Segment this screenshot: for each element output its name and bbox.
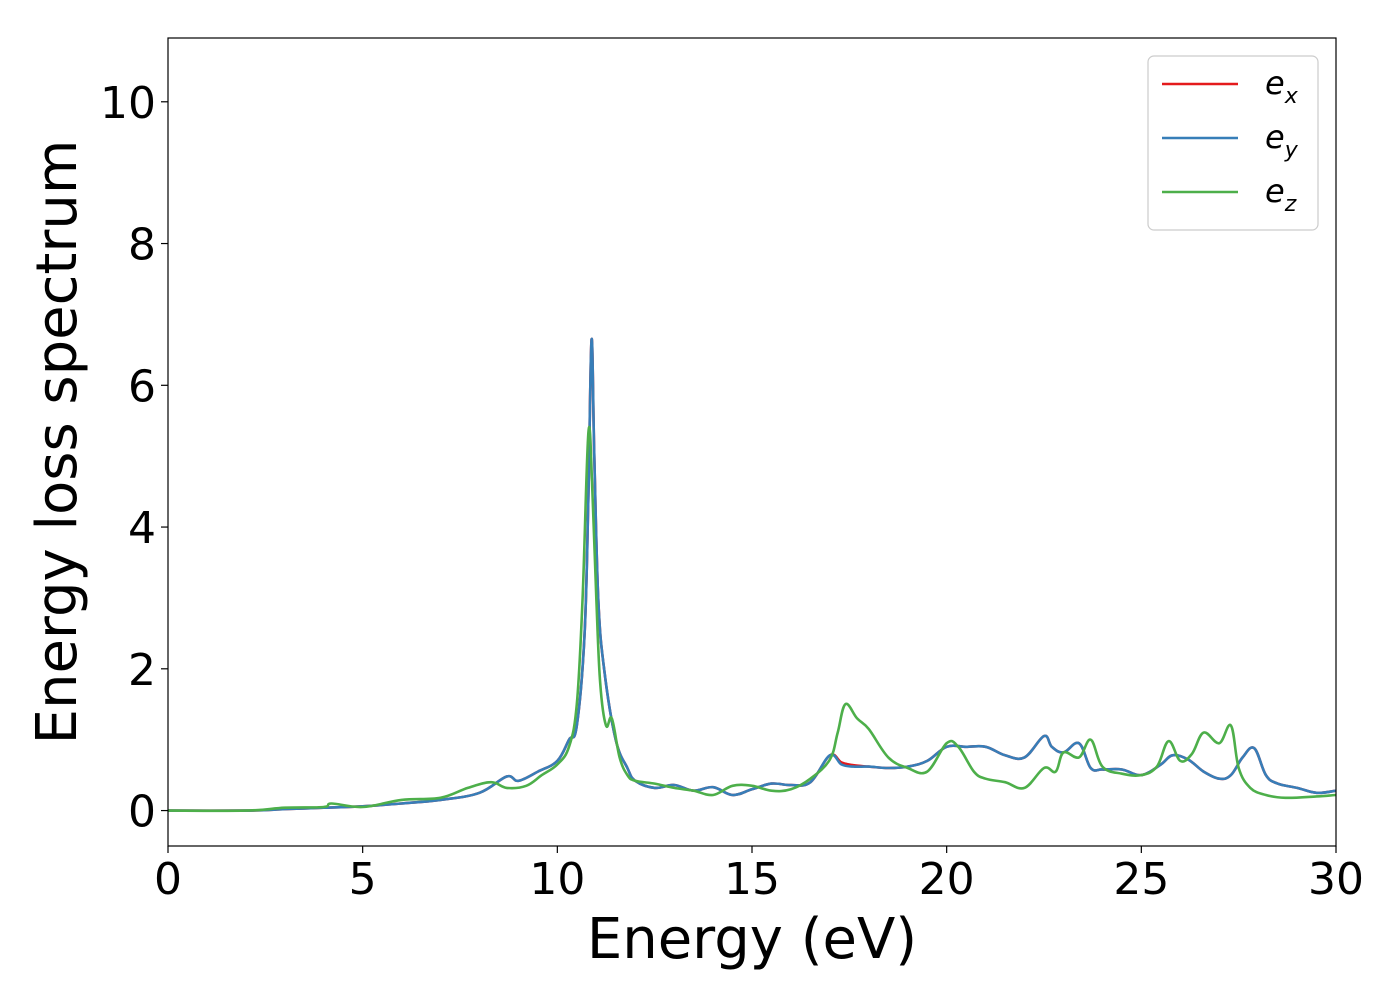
- x-tick-label: 15: [724, 854, 780, 905]
- series-line-y: [168, 337, 1336, 812]
- legend-box: [1147, 55, 1319, 231]
- x-tick-label: 0: [154, 854, 182, 905]
- x-tick-label: 25: [1113, 854, 1169, 905]
- legend-label-x: ex: [1265, 64, 1299, 109]
- x-axis-ticks: 0 5 10 15 20 25 30: [154, 846, 1364, 905]
- y-axis-ticks: 0 2 4 6 8 10: [100, 78, 168, 838]
- series-layer: [168, 337, 1336, 813]
- legend-label-subscript: y: [1284, 138, 1299, 163]
- y-tick-label: 4: [128, 503, 156, 554]
- x-tick-label: 5: [349, 854, 377, 905]
- y-tick-label: 6: [128, 361, 156, 412]
- legend-label-z: ez: [1265, 172, 1297, 217]
- legend-label-base: e: [1265, 64, 1285, 102]
- legend-label-subscript: z: [1284, 192, 1297, 217]
- legend-label-base: e: [1265, 172, 1285, 210]
- legend-label-y: ey: [1265, 118, 1299, 163]
- y-tick-label: 10: [100, 78, 156, 129]
- x-axis-title: Energy (eV): [587, 907, 917, 972]
- x-tick-label: 30: [1308, 854, 1364, 905]
- y-tick-label: 0: [128, 787, 156, 838]
- y-tick-label: 8: [128, 220, 156, 271]
- x-tick-label: 10: [529, 854, 585, 905]
- series-line-z: [168, 426, 1336, 813]
- legend-label-subscript: x: [1284, 84, 1299, 109]
- y-axis-title: Energy loss spectrum: [25, 140, 90, 745]
- x-tick-label: 20: [919, 854, 975, 905]
- legend-label-base: e: [1265, 118, 1285, 156]
- y-tick-label: 2: [128, 645, 156, 696]
